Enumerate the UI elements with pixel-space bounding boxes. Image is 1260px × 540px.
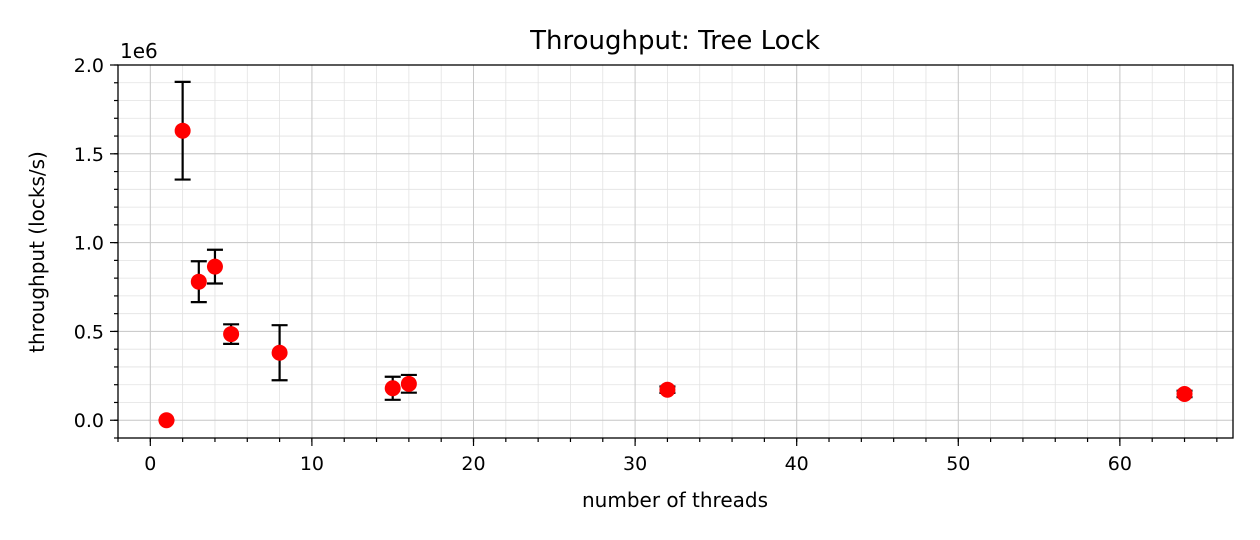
x-tick-label: 20 (461, 453, 485, 475)
grid (117, 64, 1233, 439)
data-point (659, 381, 676, 398)
y-tick-label: 0.0 (74, 410, 104, 432)
x-tick-label: 40 (785, 453, 809, 475)
data-point (223, 326, 240, 343)
y-tick-label: 0.5 (74, 321, 104, 343)
data-points (158, 122, 1193, 429)
y-offset-label: 1e6 (120, 39, 158, 63)
chart-title: Throughput: Tree Lock (529, 26, 820, 56)
y-tick-label: 1.0 (74, 233, 104, 255)
error-bars (158, 80, 1193, 422)
data-point (190, 273, 207, 290)
x-tick-label: 0 (144, 453, 156, 475)
plot-frame (117, 64, 1234, 439)
data-point (271, 344, 288, 361)
x-tick-label: 30 (623, 453, 647, 475)
data-point (384, 380, 401, 397)
x-tick-label: 50 (946, 453, 970, 475)
data-point (158, 412, 175, 429)
y-axis-label: throughput (locks/s) (25, 151, 49, 353)
y-tick-label: 2.0 (74, 55, 104, 77)
data-point (206, 258, 223, 275)
data-point (1176, 385, 1193, 402)
y-tick-label: 1.5 (74, 144, 104, 166)
x-tick-label: 60 (1108, 453, 1132, 475)
x-axis-label: number of threads (582, 488, 768, 512)
data-point (400, 375, 417, 392)
axis-ticks: 0 10 20 30 40 50 60 0.0 0.5 1.0 1.5 2.0 (74, 55, 1218, 475)
x-tick-label: 10 (300, 453, 324, 475)
data-point (174, 122, 191, 139)
